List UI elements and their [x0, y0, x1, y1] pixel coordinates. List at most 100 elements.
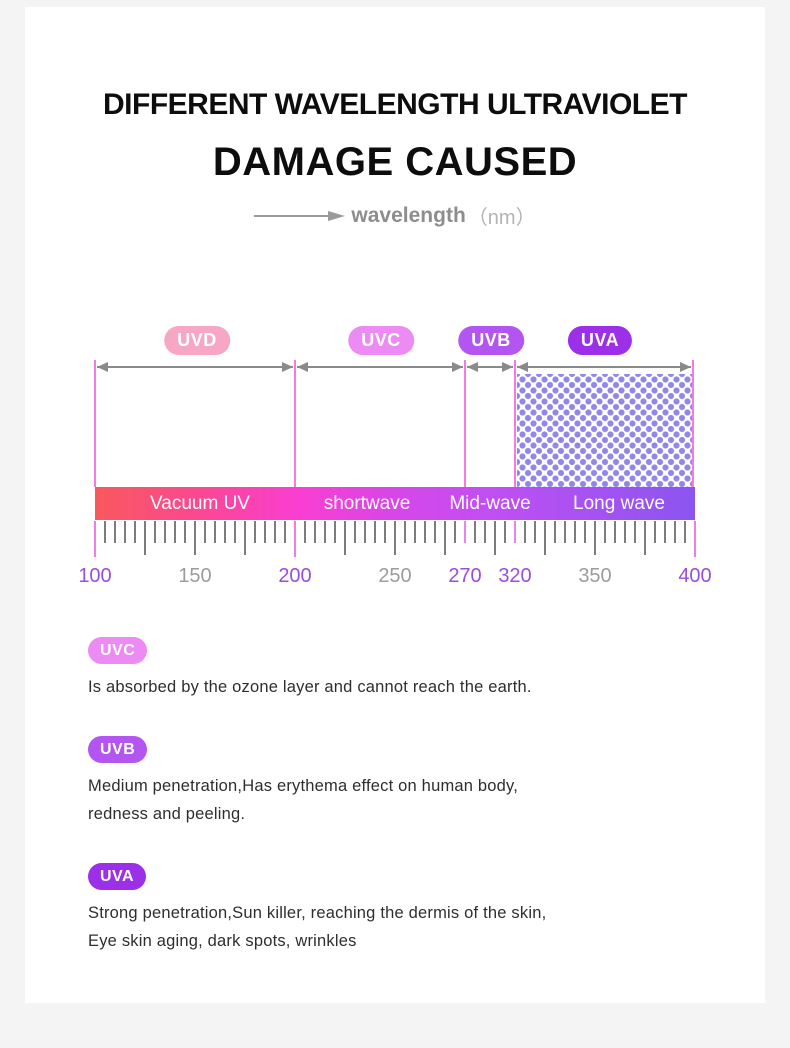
scale-vline-100	[94, 360, 96, 487]
wavelength-label: wavelength	[351, 203, 466, 227]
band-badge-uvc: UVC	[348, 326, 414, 355]
ruler-tick	[154, 521, 156, 543]
ruler-tick	[614, 521, 616, 543]
text-line: Strong penetration,Sun killer, reaching …	[88, 904, 547, 922]
scale-vline-200	[294, 360, 296, 487]
band-badge-uvb: UVB	[458, 326, 524, 355]
bar-label-mid-wave: Mid-wave	[449, 493, 531, 514]
ruler-tick	[544, 521, 546, 555]
ruler-tick	[384, 521, 386, 543]
ruler-tick	[644, 521, 646, 555]
text-line: Eye skin aging, dark spots, wrinkles	[88, 932, 357, 950]
ruler-tick	[284, 521, 286, 543]
ruler-tick	[694, 521, 696, 557]
ruler-tick	[304, 521, 306, 543]
ruler-tick	[424, 521, 426, 543]
spectrum-bar: Vacuum UV shortwave Mid-wave Long wave	[95, 487, 695, 520]
ruler-tick	[144, 521, 146, 555]
ruler-tick	[524, 521, 526, 543]
ruler-tick	[624, 521, 626, 543]
wavelength-arrow-icon	[328, 210, 346, 221]
ruler-tick	[234, 521, 236, 543]
section-badge-uvc: UVC	[88, 637, 148, 664]
ruler-tick	[564, 521, 566, 543]
scale-vline-320	[514, 360, 516, 487]
ruler-tick	[654, 521, 656, 543]
axis-tick-label: 270	[448, 565, 482, 587]
ruler-tick	[224, 521, 226, 543]
bar-label-shortwave: shortwave	[323, 493, 411, 514]
ruler-tick	[164, 521, 166, 543]
bar-label-long-wave: Long wave	[573, 493, 665, 514]
wavelength-arrow-line	[254, 214, 329, 217]
ruler-tick	[334, 521, 336, 543]
ruler-tick	[354, 521, 356, 543]
text-line: Medium penetration,Has erythema effect o…	[88, 777, 519, 795]
ruler-tick	[414, 521, 416, 543]
axis-tick-label: 350	[578, 565, 612, 587]
axis-tick-label: 200	[278, 565, 312, 587]
ruler-tick	[344, 521, 346, 555]
ruler-tick	[494, 521, 496, 555]
uva-dotted-region	[517, 374, 692, 487]
ruler-tick	[104, 521, 106, 543]
ruler-tick	[294, 521, 296, 557]
ruler-tick	[204, 521, 206, 543]
ruler-tick	[434, 521, 436, 543]
ruler-tick	[274, 521, 276, 543]
ruler-tick	[364, 521, 366, 543]
axis-tick-label: 400	[678, 565, 712, 587]
ruler-tick	[194, 521, 196, 555]
ruler-tick	[244, 521, 246, 555]
section-text-uvc: Is absorbed by the ozone layer and canno…	[88, 673, 728, 701]
ruler-tick	[464, 521, 466, 543]
range-arrow-uva	[517, 362, 691, 372]
range-arrow-uvb	[467, 362, 513, 372]
band-badge-uva: UVA	[567, 326, 633, 355]
ruler-tick	[174, 521, 176, 543]
ruler-tick	[214, 521, 216, 543]
ruler-tick	[314, 521, 316, 543]
ruler-tick	[114, 521, 116, 543]
ruler-tick	[604, 521, 606, 543]
ruler-tick	[134, 521, 136, 543]
axis-tick-label: 250	[378, 565, 412, 587]
bar-label-vacuum-uv: Vacuum UV	[150, 493, 250, 514]
wavelength-axis-legend: wavelength （nm）	[0, 201, 790, 230]
ruler-tick	[554, 521, 556, 543]
band-badge-uvd: UVD	[164, 326, 230, 355]
scale-vline-270	[464, 360, 466, 487]
ruler-tick	[574, 521, 576, 543]
ruler-tick	[374, 521, 376, 543]
range-arrow-uvd	[97, 362, 293, 372]
section-uva: UVA Strong penetration,Sun killer, reach…	[88, 863, 728, 955]
axis-tick-label: 100	[78, 565, 112, 587]
ruler-tick	[444, 521, 446, 555]
ruler-tick	[184, 521, 186, 543]
axis-tick-label: 150	[178, 565, 212, 587]
section-badge-uvb: UVB	[88, 736, 148, 763]
ruler-tick	[584, 521, 586, 543]
ruler-tick	[454, 521, 456, 543]
section-badge-uva: UVA	[88, 863, 147, 890]
ruler-tick	[474, 521, 476, 543]
ruler-tick	[264, 521, 266, 543]
main-title-line2: DAMAGE CAUSED	[212, 140, 578, 184]
section-text-uva: Strong penetration,Sun killer, reaching …	[88, 899, 728, 955]
ruler-tick	[394, 521, 396, 555]
ruler-tick	[684, 521, 686, 543]
ruler-tick	[254, 521, 256, 543]
ruler-tick	[674, 521, 676, 543]
scale-vline-400	[692, 360, 694, 487]
ruler-tick	[124, 521, 126, 543]
ruler-tick	[484, 521, 486, 543]
wavelength-unit: （nm）	[467, 207, 536, 229]
text-line: redness and peeling.	[88, 805, 246, 823]
ruler-tick	[664, 521, 666, 543]
ruler-tick	[324, 521, 326, 543]
text-line: Is absorbed by the ozone layer and canno…	[88, 678, 532, 696]
ruler-tick	[634, 521, 636, 543]
section-uvc: UVC Is absorbed by the ozone layer and c…	[88, 637, 728, 701]
ruler-tick	[504, 521, 506, 543]
